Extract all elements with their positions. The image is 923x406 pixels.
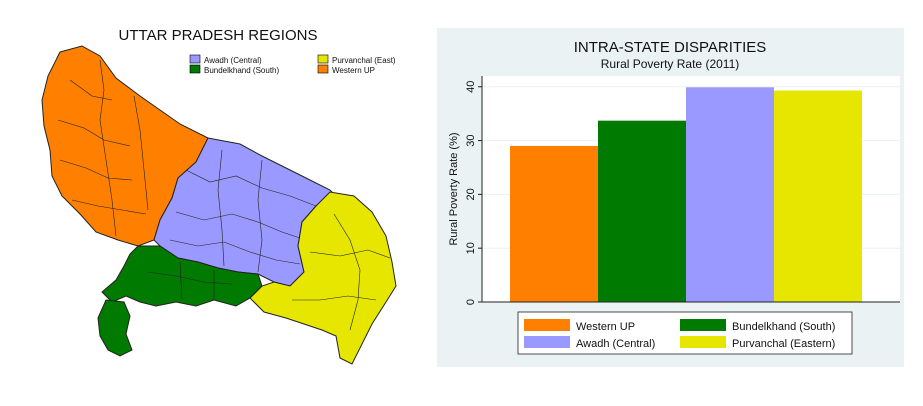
chart-legend-swatch-western-up	[524, 319, 570, 331]
y-tick-label-20: 20	[465, 188, 477, 200]
chart-legend: Western UP Bundelkhand (South) Awadh (Cent…	[524, 319, 835, 350]
chart-title: INTRA-STATE DISPARITIES	[574, 39, 767, 56]
chart-legend-swatch-bundelkhand-south	[680, 319, 726, 331]
map-legend-label-awadh: Awadh (Central)	[204, 56, 262, 65]
y-tick-label-30: 30	[465, 134, 477, 146]
map-legend-swatch-western	[317, 64, 329, 74]
map-region-bundelkhand-southern-lobe	[97, 299, 133, 357]
region-map: UTTAR PRADESH REGIONS Awadh (Central) Pu…	[41, 27, 397, 365]
map-legend-label-western: Western UP	[332, 66, 375, 75]
map-legend-label-purvanchal: Purvanchal (East)	[332, 56, 396, 65]
bars	[510, 87, 862, 303]
map-title: UTTAR PRADESH REGIONS	[119, 27, 318, 44]
map-legend-item-bundelkhand: Bundelkhand (South)	[189, 64, 280, 75]
chart-legend-swatch-purvanchal-eastern	[680, 336, 726, 348]
bar-purvanchal-eastern	[774, 90, 862, 303]
chart-legend-label-western-up: Western UP	[576, 321, 635, 333]
y-tick-label-0: 0	[465, 299, 477, 305]
chart-subtitle: Rural Poverty Rate (2011)	[601, 57, 740, 71]
poverty-bar-chart: INTRA-STATE DISPARITIES Rural Poverty Ra…	[448, 39, 900, 355]
chart-legend-label-bundelkhand-south: Bundelkhand (South)	[732, 321, 835, 333]
chart-legend-label-awadh-central: Awadh (Central)	[576, 338, 655, 350]
district-boundaries	[57, 59, 391, 331]
y-tick-label-40: 40	[465, 81, 477, 93]
map-legend-swatch-purvanchal	[317, 54, 329, 64]
chart-legend-label-purvanchal-eastern: Purvanchal (Eastern)	[732, 338, 835, 350]
map-region-purvanchal	[249, 191, 397, 365]
y-axis-title: Rural Poverty Rate (%)	[448, 132, 460, 245]
bar-bundelkhand-south	[598, 120, 686, 303]
map-legend-item-western: Western UP	[317, 64, 375, 75]
map-legend-label-bundelkhand: Bundelkhand (South)	[204, 66, 280, 75]
y-tick-label-10: 10	[465, 242, 477, 254]
map-legend: Awadh (Central) Purvanchal (East) Bundel…	[189, 54, 396, 75]
map-legend-swatch-bundelkhand	[189, 64, 201, 74]
map-legend-item-purvanchal: Purvanchal (East)	[317, 54, 396, 65]
bar-awadh-central	[686, 87, 774, 302]
map-region-bundelkhand	[101, 245, 263, 307]
map-legend-item-awadh: Awadh (Central)	[189, 54, 262, 65]
y-axis-ticks: 0 10 20 30 40	[465, 81, 482, 305]
poverty-chart-panel: INTRA-STATE DISPARITIES Rural Poverty Ra…	[437, 28, 904, 367]
bar-western-up	[510, 145, 598, 302]
chart-legend-swatch-awadh-central	[524, 336, 570, 348]
map-legend-swatch-awadh	[189, 54, 201, 64]
region-map-panel: UTTAR PRADESH REGIONS Awadh (Central) Pu…	[0, 0, 430, 401]
